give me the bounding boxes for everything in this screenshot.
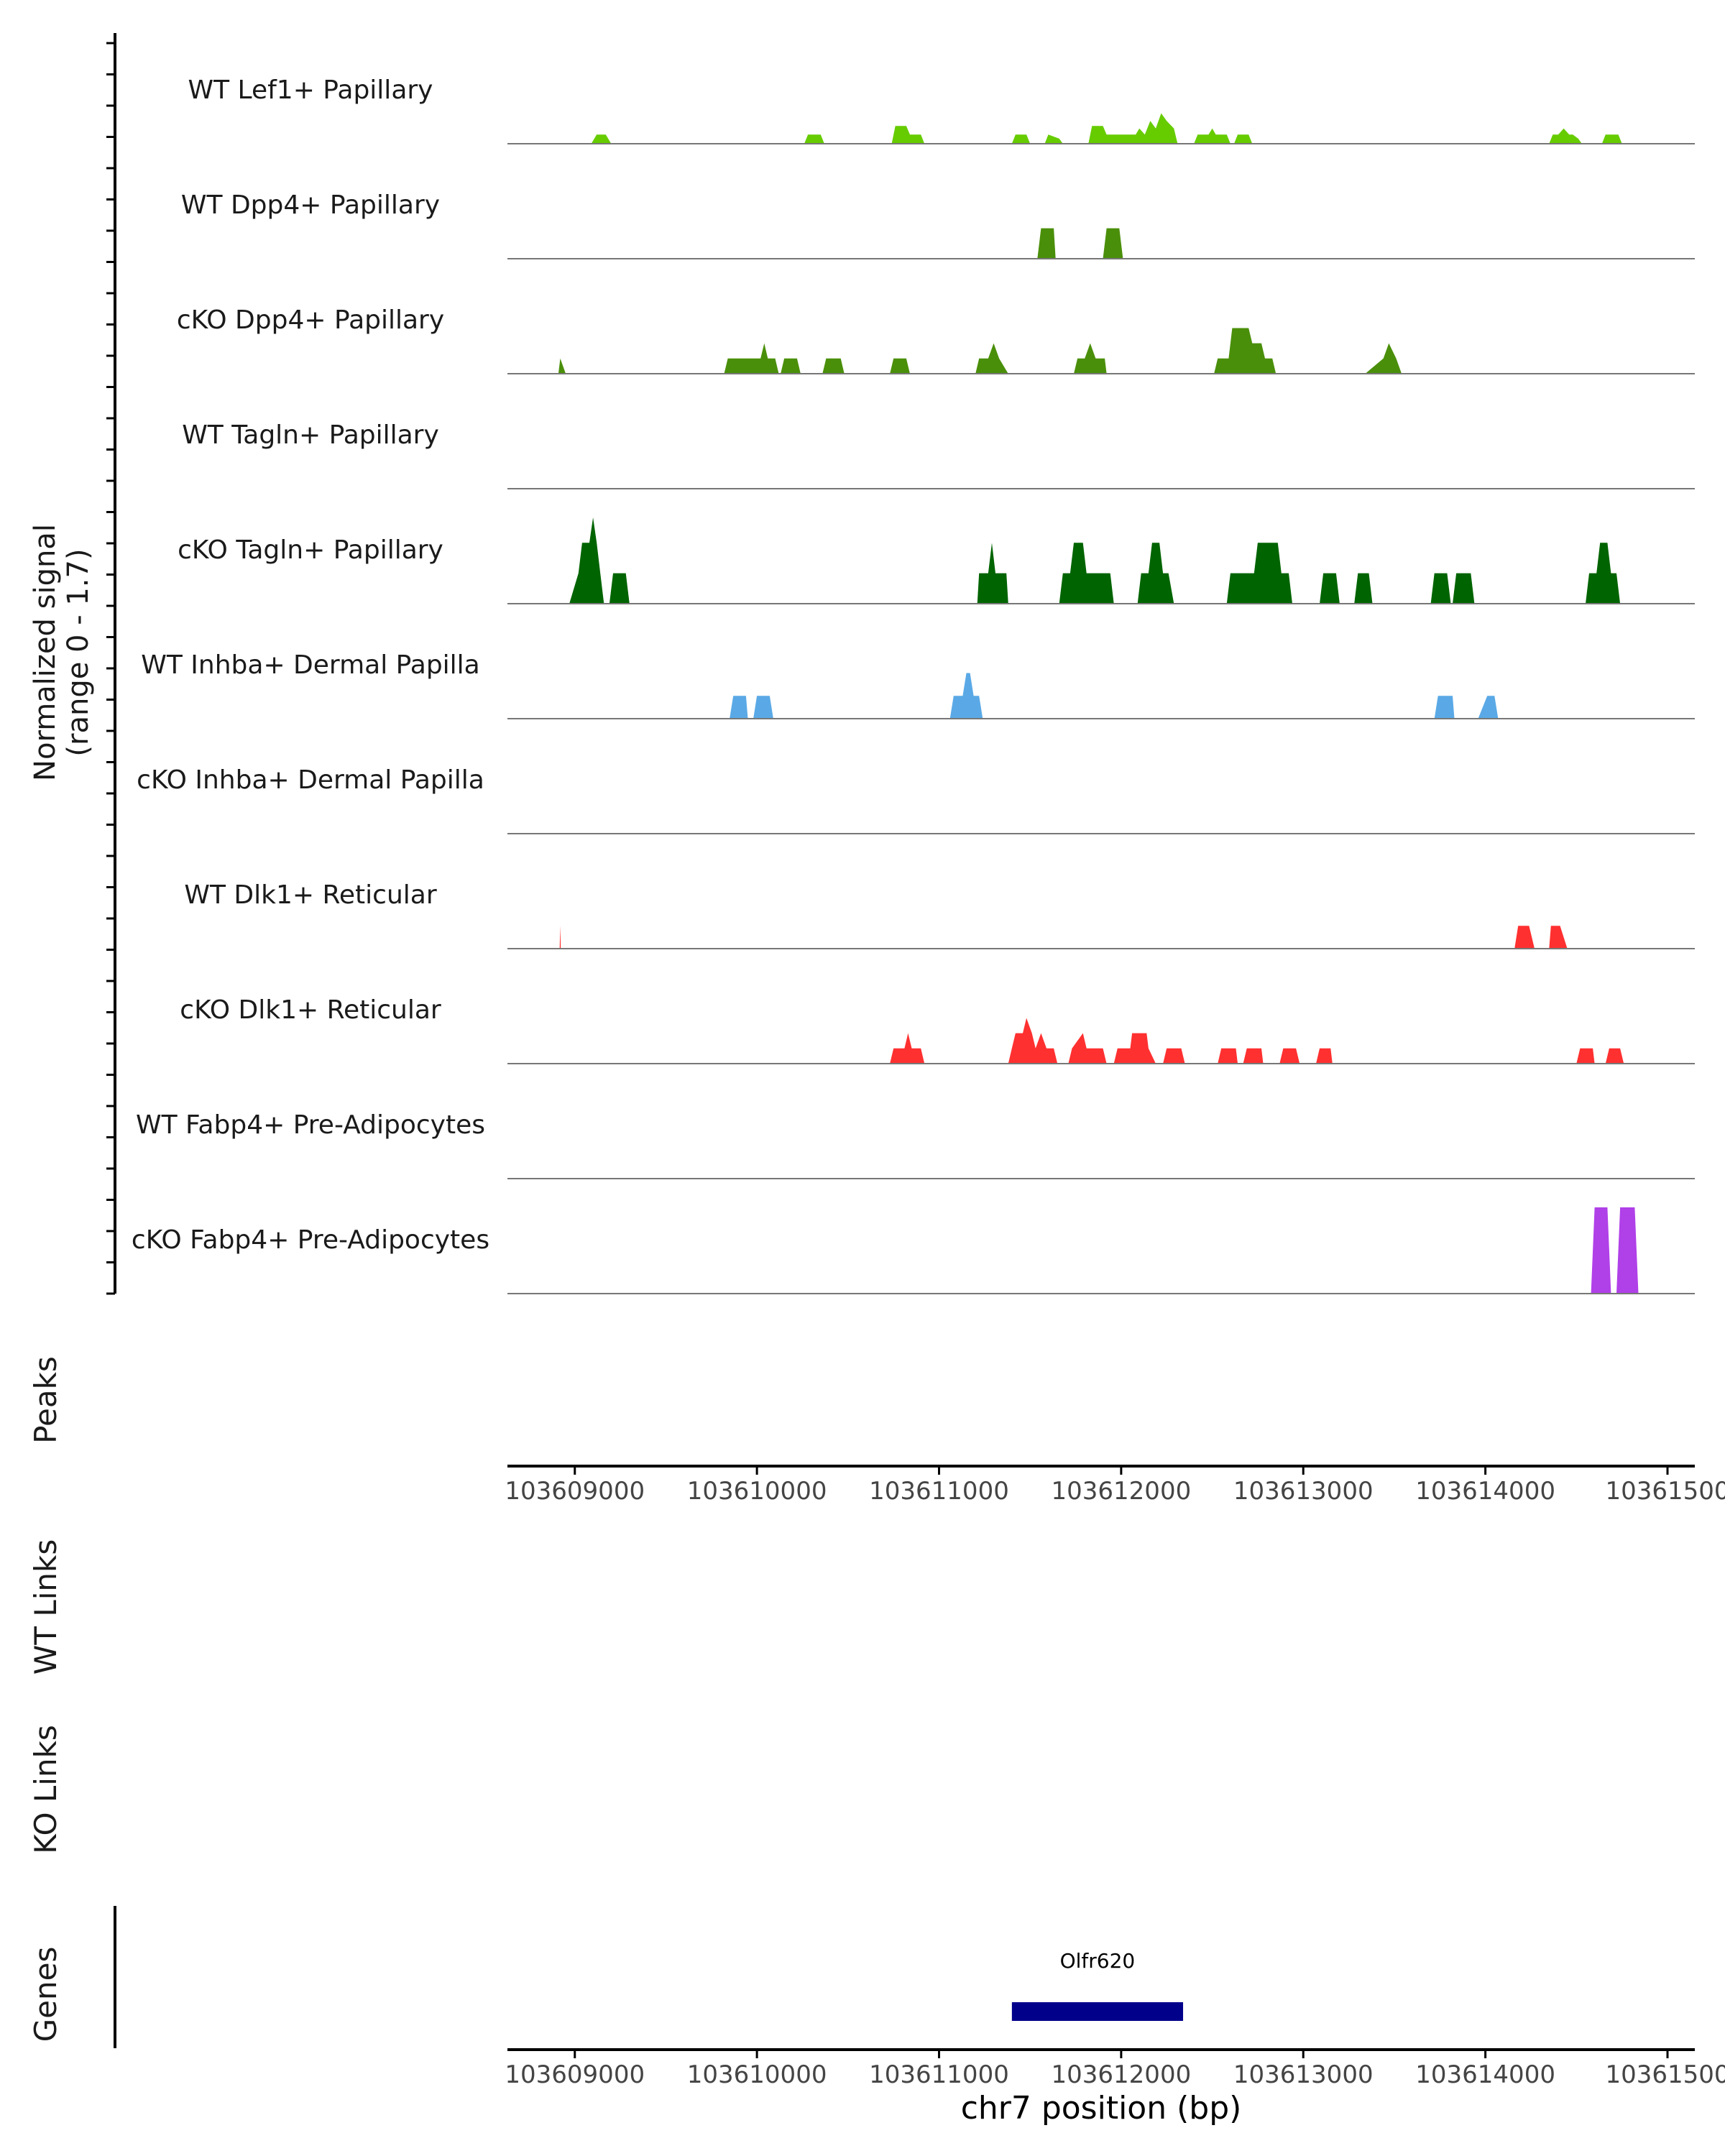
track-label: cKO Dpp4+ Papillary (177, 305, 444, 335)
x-tick-label: 103611000 (869, 1477, 1009, 1506)
track-label: WT Fabp4+ Pre-Adipocytes (136, 1110, 485, 1140)
signal-peak (1430, 573, 1451, 604)
signal-peak (822, 358, 845, 374)
signal-peak (891, 126, 925, 144)
coverage-tracks (507, 113, 1695, 1294)
signal-peak (1605, 1048, 1624, 1064)
peaks-x-axis-ticks: 103609000 103610000 103611000 103612000 1036… (505, 1466, 1725, 1506)
x-tick-label: 103612000 (1052, 1477, 1192, 1506)
signal-peak (1008, 1018, 1058, 1064)
x-tick-label: 103610000 (687, 1477, 827, 1506)
peaks-panel-label: Peaks (28, 1356, 63, 1444)
signal-peak (975, 343, 1008, 374)
signal-peak (591, 134, 612, 144)
x-tick-label: 103609000 (505, 1477, 645, 1506)
signal-peak (781, 358, 801, 374)
signal-peak (558, 358, 566, 374)
signal-peak (1218, 1048, 1238, 1064)
signal-peak (1037, 228, 1056, 259)
genes-x-axis-ticks: 103609000 103610000 103611000 103612000 1036… (505, 2050, 1725, 2089)
signal-peak (1088, 113, 1178, 144)
x-tick-label: 10361500 (1605, 1477, 1725, 1506)
track-label: cKO Inhba+ Dermal Papilla (137, 765, 484, 795)
signal-peak (1365, 343, 1402, 374)
signal-peak (949, 673, 983, 719)
x-tick-label: 103614000 (1415, 1477, 1555, 1506)
x-tick-label: 103610000 (687, 2060, 827, 2089)
signal-peak (890, 358, 910, 374)
signal-peak (1601, 134, 1622, 144)
x-tick-label: 103609000 (505, 2060, 645, 2089)
signal-peak (753, 696, 773, 719)
signal-peak (730, 696, 748, 719)
track-label: WT Lef1+ Papillary (188, 75, 433, 105)
signal-peak (559, 926, 561, 949)
wt-links-panel-label: WT Links (28, 1539, 63, 1674)
signal-peak (1226, 543, 1292, 604)
signal-peak (1214, 328, 1276, 374)
gene-name-label: Olfr620 (1060, 1949, 1136, 1973)
signal-peak (1163, 1048, 1185, 1064)
x-tick-label: 103611000 (869, 2060, 1009, 2089)
x-tick-label: 103612000 (1052, 2060, 1192, 2089)
signal-peak (1194, 128, 1230, 144)
signal-peak (1044, 134, 1063, 144)
signal-peak (1059, 543, 1114, 604)
signal-peak (1591, 1207, 1611, 1294)
x-tick-label: 103614000 (1415, 2060, 1555, 2089)
x-axis-label: chr7 position (bp) (961, 2090, 1242, 2127)
signal-peak (1103, 228, 1123, 259)
signal-peak (569, 517, 604, 604)
signal-peak (609, 573, 630, 604)
y-axis-label-line2: (range 0 - 1.7) (62, 548, 95, 756)
signal-peak (1243, 1048, 1264, 1064)
track-label: cKO Fabp4+ Pre-Adipocytes (132, 1225, 489, 1255)
track-label: WT Dlk1+ Reticular (184, 880, 436, 910)
signal-peak (1113, 1033, 1156, 1064)
signal-peak (724, 343, 779, 374)
signal-peak (1478, 696, 1499, 719)
signal-peak (804, 134, 824, 144)
track-labels: WT Lef1+ Papillary WT Dpp4+ Papillary cK… (132, 75, 489, 1255)
signal-peak (1576, 1048, 1595, 1064)
signal-peak (1354, 573, 1373, 604)
signal-peak (1586, 543, 1621, 604)
signal-peak (1514, 926, 1535, 949)
y-axis-label-line1: Normalized signal (29, 524, 62, 781)
signal-peak (1320, 573, 1340, 604)
signal-peak (1434, 696, 1455, 719)
signal-peak (1549, 128, 1582, 144)
signal-peak (1074, 343, 1107, 374)
x-tick-label: 103613000 (1233, 1477, 1374, 1506)
signal-peak (1549, 926, 1568, 949)
tracks-y-ticks (106, 42, 115, 1295)
signal-peak (1316, 1048, 1333, 1064)
signal-peak (1616, 1207, 1639, 1294)
track-label: cKO Tagln+ Papillary (178, 535, 443, 565)
gene-annotation: Olfr620 (1011, 1949, 1184, 2021)
signal-peak (1453, 573, 1475, 604)
track-label: WT Dpp4+ Papillary (181, 190, 440, 220)
track-label: cKO Dlk1+ Reticular (180, 995, 441, 1025)
signal-peak (1068, 1033, 1107, 1064)
track-label: WT Inhba+ Dermal Papilla (141, 650, 479, 680)
gene-body (1011, 2002, 1184, 2021)
signal-peak (890, 1033, 925, 1064)
signal-peak (977, 543, 1008, 604)
signal-peak (1137, 543, 1174, 604)
signal-peak (1279, 1048, 1300, 1064)
signal-peak (1011, 134, 1031, 144)
signal-peak (1234, 134, 1253, 144)
track-label: WT Tagln+ Papillary (182, 420, 439, 450)
ko-links-panel-label: KO Links (28, 1725, 63, 1854)
genes-panel-label: Genes (28, 1947, 63, 2042)
x-tick-label: 103613000 (1233, 2060, 1374, 2089)
x-tick-label: 10361500 (1605, 2060, 1725, 2089)
